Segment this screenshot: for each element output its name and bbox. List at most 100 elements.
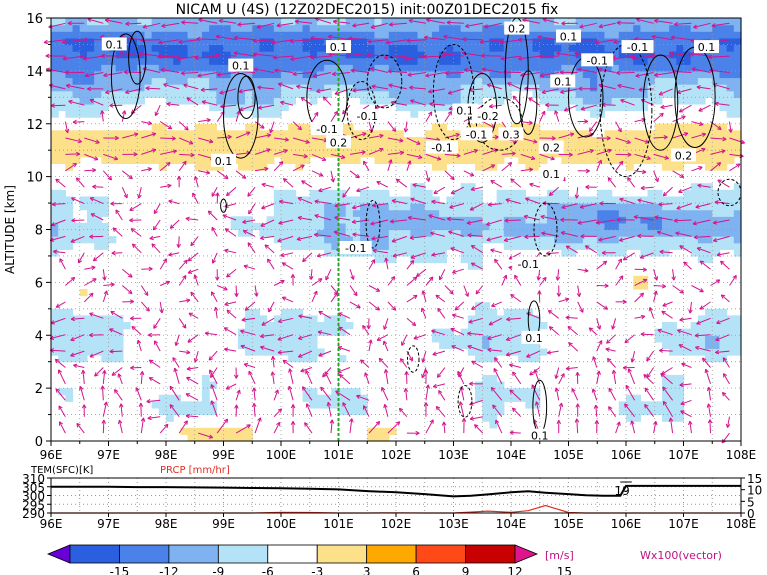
shade-cell	[173, 44, 181, 52]
shade-cell	[661, 37, 670, 46]
shade-cell	[338, 236, 347, 244]
wind-vector-head	[664, 155, 669, 160]
shade-cell	[137, 143, 146, 151]
wind-vector-head	[442, 51, 447, 57]
shade-cell	[690, 216, 699, 224]
wind-vector-head	[224, 301, 229, 307]
wind-vector-head	[113, 156, 119, 161]
shade-cell	[661, 70, 670, 79]
wind-vector	[363, 405, 370, 417]
shade-cell	[719, 222, 728, 231]
shade-cell	[273, 18, 282, 26]
shade-cell	[79, 229, 88, 237]
wind-vector-head	[678, 188, 683, 194]
shade-cell	[467, 44, 476, 52]
wind-vector	[558, 298, 570, 303]
wind-vector	[660, 104, 673, 108]
shade-cell	[396, 103, 404, 112]
wind-vector	[561, 203, 578, 209]
shade-cell	[122, 156, 131, 165]
wind-vector	[200, 88, 218, 91]
shade-cell	[180, 84, 189, 92]
shade-cell	[309, 18, 318, 26]
wind-vector-head	[698, 121, 704, 126]
shade-cell	[187, 64, 196, 72]
wind-vector-head	[537, 290, 542, 295]
shade-cell	[266, 229, 275, 237]
shade-cell	[467, 18, 476, 26]
shade-cell	[582, 64, 591, 72]
shade-cell	[388, 229, 397, 237]
shade-cell	[626, 401, 634, 409]
wind-vector-head	[260, 124, 265, 129]
shade-cell	[94, 51, 102, 59]
shade-cell	[259, 130, 268, 138]
shade-cell	[640, 57, 649, 65]
shade-cell	[733, 57, 742, 65]
wind-vector-head	[446, 216, 452, 222]
wind-vector	[178, 39, 199, 43]
wind-vector	[153, 318, 161, 329]
wind-vector	[288, 385, 294, 401]
contour-label-bg	[550, 74, 576, 88]
shade-cell	[324, 64, 332, 72]
wind-vector-head	[511, 151, 516, 156]
shade-cell	[661, 44, 670, 52]
wind-vector-head	[698, 107, 703, 112]
shade-cell	[79, 203, 88, 211]
y-tick-label: 2	[35, 382, 43, 397]
wind-vector-head	[681, 362, 686, 367]
wind-vector-head	[294, 19, 299, 24]
shade-cell	[166, 70, 174, 79]
shade-cell	[324, 229, 332, 237]
shade-cell	[122, 64, 131, 72]
shade-cell	[654, 150, 663, 158]
shade-cell	[209, 90, 217, 98]
shade-cell	[266, 150, 275, 158]
wind-vector	[579, 203, 597, 208]
shade-cell	[187, 31, 196, 39]
wind-vector	[352, 88, 370, 92]
shade-cell	[661, 322, 670, 330]
wind-vector-head	[227, 134, 232, 140]
shade-cell	[590, 216, 598, 224]
wind-vector	[634, 153, 651, 160]
shade-cell	[367, 97, 376, 105]
wind-vector-head	[678, 108, 684, 113]
shade-cell	[130, 136, 138, 145]
shade-cell	[331, 222, 340, 231]
shade-cell	[647, 130, 656, 138]
shade-cell	[640, 249, 649, 257]
shade-cell	[676, 64, 685, 72]
wind-vector	[709, 69, 730, 73]
shade-cell	[223, 24, 232, 32]
wind-vector	[152, 219, 161, 231]
shade-cell	[431, 163, 440, 171]
wind-vector	[631, 350, 636, 363]
shade-cell	[417, 103, 426, 112]
wind-vector-head	[54, 358, 60, 364]
shade-cell	[309, 401, 318, 409]
wind-vector	[140, 371, 143, 384]
wind-vector-head	[669, 51, 674, 56]
wind-vector	[342, 186, 351, 198]
shade-cell	[561, 44, 570, 52]
shade-cell	[295, 70, 304, 79]
shade-cell	[561, 90, 570, 98]
wind-vector-head	[625, 384, 630, 390]
wind-vector-head	[678, 344, 683, 349]
shade-cell	[137, 136, 146, 145]
shade-cell	[518, 315, 526, 323]
shade-cell	[108, 64, 117, 72]
contour-label-bg	[339, 241, 372, 255]
shade-cell	[626, 236, 634, 244]
shade-cell	[733, 18, 742, 26]
shade-cell	[460, 143, 469, 151]
wind-vector	[489, 104, 502, 108]
wind-vector-head	[627, 177, 632, 182]
shade-cell	[453, 90, 462, 98]
shade-cell	[669, 388, 677, 396]
wind-vector	[175, 334, 180, 346]
shade-cell	[669, 209, 677, 217]
wind-vector-head	[305, 139, 310, 144]
